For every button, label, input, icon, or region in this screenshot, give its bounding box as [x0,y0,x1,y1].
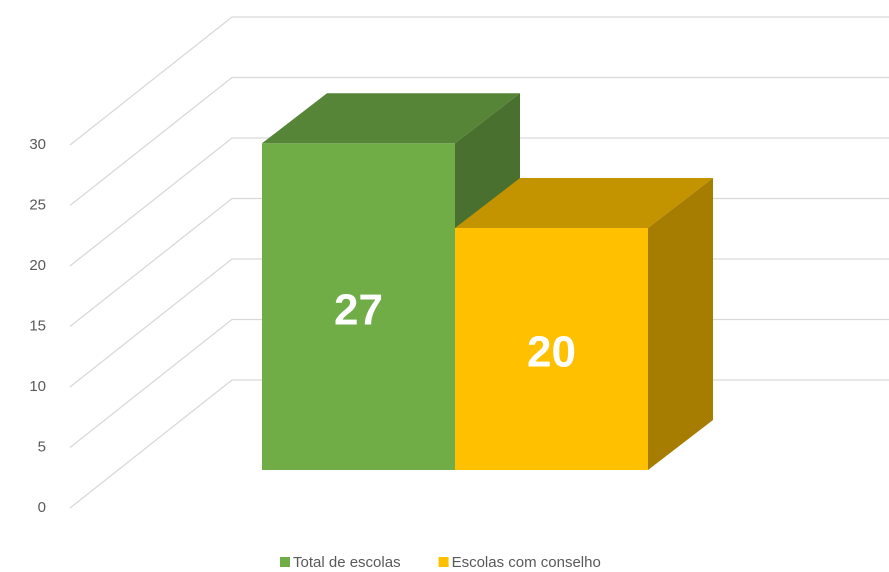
y-tick-label: 20 [29,257,46,274]
legend-swatch [280,557,290,567]
legend-label: Escolas com conselho [452,554,601,571]
y-tick-label: 5 [38,438,46,455]
legend-swatch [438,557,449,567]
y-tick-label: 10 [29,378,46,395]
bar-front [455,228,648,470]
y-tick-label: 15 [29,317,46,334]
bar-front [262,143,455,471]
data-label: 27 [334,285,383,334]
data-label: 20 [527,328,576,377]
legend-label: Total de escolas [293,554,401,571]
bar-top [455,178,713,228]
grid-line [69,76,889,207]
y-tick-label: 0 [38,499,46,516]
grid-line [69,137,889,267]
y-tick-label: 25 [29,196,46,213]
grid-line [69,16,889,146]
bar-top [262,93,520,144]
y-tick-label: 30 [29,136,46,153]
bar-side [648,178,713,470]
